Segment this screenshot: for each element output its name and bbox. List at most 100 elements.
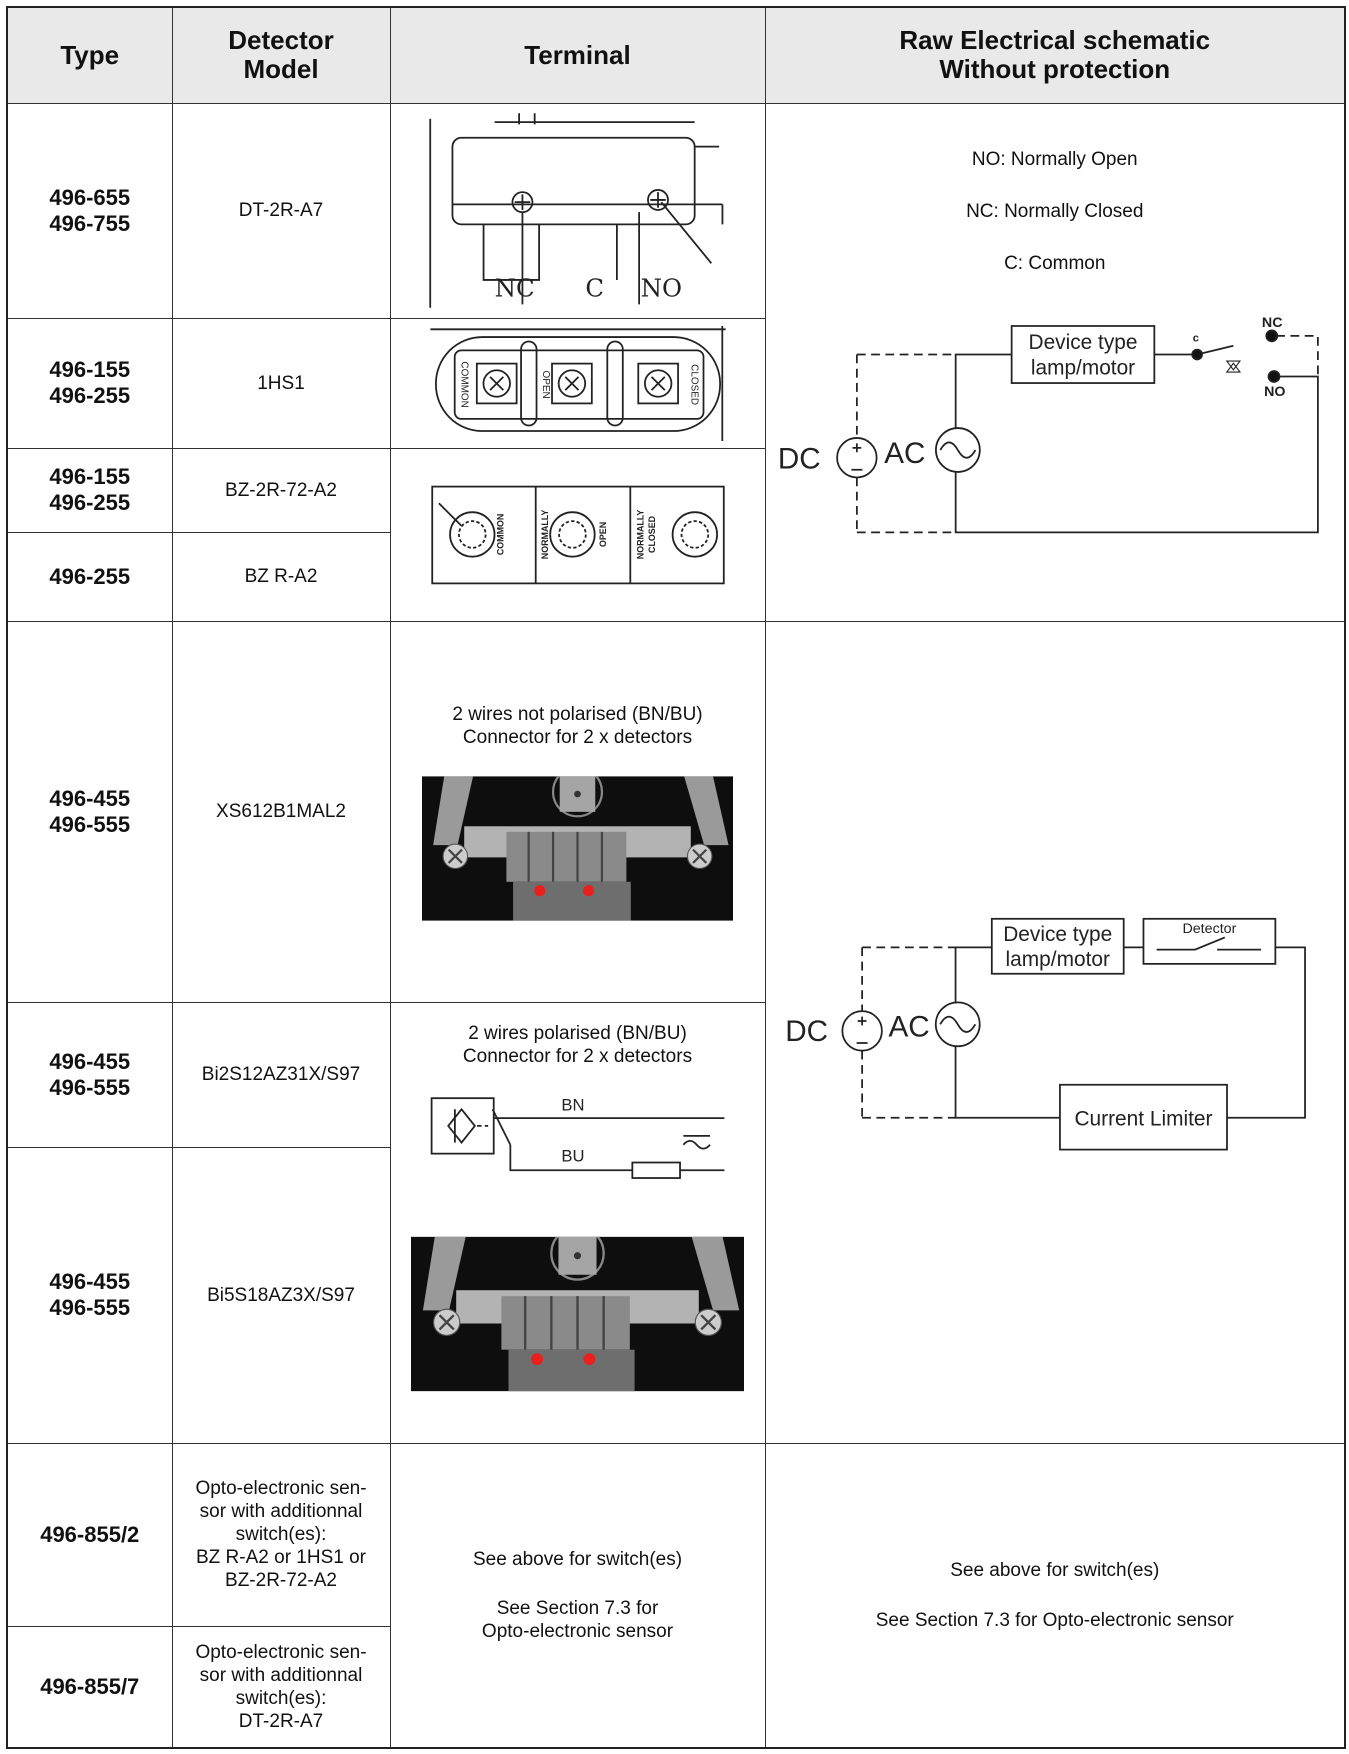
drawing-part: [451, 145, 723, 281]
schematic-cell: NO: Normally Open NC: Normally Closed C: C…: [764, 102, 1346, 622]
terminal-text: 2 wires not polarised (BN/BU) Connector f…: [391, 703, 765, 749]
drawing-part: [605, 340, 624, 426]
c-label: c: [1193, 332, 1199, 344]
text-line: Model: [243, 54, 319, 85]
text-line: Connector for 2 x detectors: [462, 726, 693, 748]
terminal-label: COMMON: [495, 513, 505, 554]
header-model: Detector Model: [171, 6, 391, 104]
terminal-label: COMMON: [458, 361, 469, 407]
device-label: Device type: [1028, 331, 1137, 354]
drawing-part: [835, 436, 878, 478]
drawing-part: [1267, 369, 1281, 383]
text-line: 496-555: [49, 1074, 131, 1100]
terminal-label: OPEN: [540, 370, 551, 398]
schematic-text: See above for switch(es): [950, 1559, 1160, 1581]
header-type: Type: [6, 6, 173, 104]
switch-drawing: COMMON OPEN CLOSED: [429, 325, 726, 441]
drawing-part: [1010, 324, 1155, 384]
drawing-part: [1275, 334, 1319, 376]
type-cell: 496-655 496-755: [6, 102, 173, 319]
model-cell: BZ-2R-72-A2: [171, 447, 391, 533]
schematic-cell: Device type lamp/motor Detector Current …: [764, 620, 1346, 1444]
terminal-label: NORMALLY: [635, 509, 645, 559]
model-cell: Bi2S12AZ31X/S97: [171, 1001, 391, 1148]
terminal-cell: COMMON OPEN CLOSED: [389, 317, 766, 449]
switch-drawing: NC C NO: [428, 113, 723, 308]
text-line: 496-655: [49, 184, 131, 210]
text-line: sor with additionnal: [199, 1664, 363, 1686]
drawing-part: [446, 1107, 476, 1144]
terminal-label: NO: [640, 274, 681, 303]
text-line: Opto-electronic sen-: [195, 1478, 367, 1499]
row: 496-855/2 Opto-electronic sen-sor with a…: [6, 1442, 1346, 1749]
dc-label: DC: [778, 442, 821, 475]
drawing-part: [475, 362, 518, 404]
drawing-part: [429, 325, 726, 441]
text-line: 496-255: [49, 490, 131, 515]
drawing-part: [491, 1108, 724, 1171]
type-cell: 496-455 496-555: [6, 1001, 173, 1148]
model-cell: DT-2R-A7: [171, 102, 391, 319]
drawing-part: [428, 113, 695, 308]
text-line: Detector: [228, 25, 334, 56]
terminal-cell: 2 wires polarised (BN/BU) Connector for 2…: [389, 1001, 766, 1444]
wire-label: BU: [561, 1146, 584, 1165]
row: 496-455 496-555 XS612B1MAL2 2 wires not p…: [6, 620, 1346, 1444]
text-line: DT-2R-A7: [238, 1710, 324, 1732]
terminal-label: C: [585, 274, 604, 303]
type-cell: 496-255: [6, 531, 173, 622]
text-line: See Section 7.3 for: [496, 1597, 659, 1619]
drawing-part: [860, 946, 956, 1119]
connector-photo: [422, 776, 733, 921]
drawing-part: [954, 344, 1319, 533]
drawing-part: [453, 348, 704, 420]
dc-label: DC: [785, 1015, 828, 1048]
type-cell: 496-155 496-255: [6, 317, 173, 449]
switch-schematic: Device type lamp/motor DC AC NC c NO: [778, 315, 1319, 533]
text-line: NC: Normally Closed: [966, 200, 1144, 222]
text-line: Opto-electronic sen-: [195, 1641, 367, 1663]
terminal-label: NORMALLY: [539, 509, 549, 559]
wire-label: BN: [561, 1095, 584, 1114]
drawing-part: [548, 510, 596, 558]
row: 496-655 496-755 DT-2R-A7 NC C NO NO: Norm…: [6, 102, 1346, 622]
model-cell: Opto-electronic sen-sor with additionnal…: [171, 1442, 391, 1627]
ac-label: AC: [884, 437, 925, 470]
device-label: lamp/motor: [1005, 948, 1109, 971]
drawing-part: [680, 519, 709, 549]
drawing-part: [422, 776, 733, 921]
drawing-part: [954, 946, 1306, 1119]
schematic-cell: See above for switch(es) See Section 7.3…: [764, 1442, 1346, 1749]
text-line: sor with additionnal: [199, 1501, 363, 1522]
terminal-table: Type Detector Model Terminal Raw Electric…: [6, 6, 1346, 1749]
drawing-part: [564, 375, 579, 391]
drawing-part: [457, 519, 487, 549]
drawing-part: [430, 1096, 495, 1155]
type-cell: 496-855/7: [6, 1625, 173, 1749]
text-line: Opto-electronic sensor: [481, 1620, 674, 1642]
text-line: XS612B1MAL2: [216, 801, 346, 822]
drawing-part: [934, 426, 981, 473]
limiter-label: Current Limiter: [1074, 1107, 1212, 1130]
terminal-cell: COMMON NORMALLY OPEN NORMALLY CLOSED: [389, 447, 766, 622]
text-line: switch(es):: [235, 1524, 327, 1545]
type-cell: 496-455 496-555: [6, 620, 173, 1003]
drawing-part: [411, 1236, 744, 1391]
text-line: 496-255: [49, 563, 131, 589]
text-line: C: Common: [1004, 252, 1106, 274]
drawing-part: [841, 1010, 883, 1052]
drawing-part: [557, 519, 587, 549]
drawing-part: [437, 486, 631, 583]
model-cell: XS612B1MAL2: [171, 620, 391, 1003]
row: 496-455 496-555 Bi5S18AZ3X/S97: [6, 1146, 1345, 1444]
text-line: Raw Electrical schematic: [899, 25, 1211, 56]
terminal-label: CLOSED: [646, 515, 656, 553]
drawing-part: [1191, 348, 1203, 360]
header-terminal: Terminal: [389, 6, 766, 104]
text-line: 496-255: [49, 383, 131, 408]
drawing-part: [1225, 360, 1241, 373]
no-label: NO: [1264, 384, 1285, 400]
drawing-part: [434, 335, 721, 432]
drawing-part: [1142, 917, 1276, 965]
